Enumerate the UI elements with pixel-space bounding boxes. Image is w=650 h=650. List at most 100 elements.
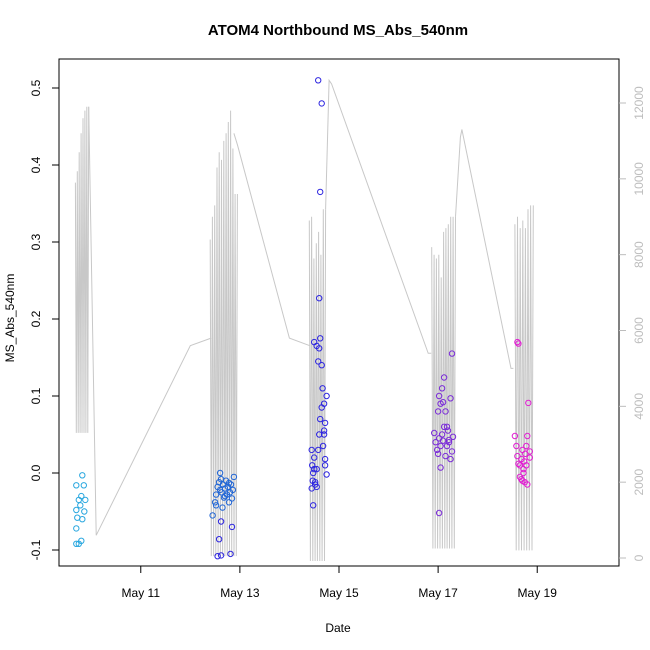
data-point	[443, 423, 451, 430]
scatter-layer	[73, 77, 533, 560]
y2-tick-label: 8000	[632, 241, 646, 268]
data-point	[440, 374, 448, 381]
data-point	[321, 455, 329, 463]
y2-tick-label: 10000	[632, 162, 646, 196]
data-point	[448, 350, 456, 357]
data-point	[313, 465, 320, 473]
data-point	[431, 429, 438, 437]
data-point	[221, 492, 229, 500]
x-tick-label: May 17	[418, 586, 458, 600]
data-point	[514, 338, 521, 346]
data-point	[81, 508, 88, 515]
data-point	[308, 446, 315, 454]
data-point	[215, 536, 223, 543]
data-point	[516, 462, 524, 469]
data-point	[212, 502, 220, 509]
y-axis-label: MS_Abs_540nm	[3, 274, 17, 363]
data-point	[433, 446, 441, 454]
data-point	[515, 460, 522, 467]
data-point	[316, 345, 323, 352]
data-point	[225, 499, 233, 506]
data-point	[309, 462, 316, 469]
data-point	[209, 512, 216, 519]
data-point	[432, 439, 439, 446]
secondary-line-layer	[74, 78, 534, 562]
data-point	[219, 504, 226, 511]
secondary-line-trace	[233, 133, 310, 347]
data-point	[434, 408, 442, 415]
data-point	[318, 100, 325, 107]
data-point	[439, 437, 447, 444]
data-point	[524, 432, 531, 440]
data-point	[320, 400, 328, 407]
y-tick-label: 0.1	[29, 387, 43, 404]
data-point	[211, 499, 219, 506]
data-point	[434, 450, 442, 457]
y2-tick-label: 2000	[632, 468, 646, 495]
y2-tick-label: 0	[632, 554, 646, 561]
y-tick-label: 0.0	[29, 464, 43, 481]
data-point	[317, 415, 324, 423]
x-axis-label: Date	[325, 621, 351, 635]
secondary-line-trace	[88, 106, 212, 536]
data-point	[442, 452, 449, 460]
data-point	[216, 469, 224, 477]
data-point	[313, 483, 320, 491]
secondary-line-trace	[455, 129, 514, 369]
data-point	[526, 448, 533, 455]
data-point	[217, 518, 225, 525]
chart-title: ATOM4 Northbound MS_Abs_540nm	[208, 22, 468, 39]
data-point	[315, 446, 322, 454]
data-point	[511, 432, 519, 440]
data-point	[449, 433, 457, 440]
data-point	[80, 482, 88, 489]
data-point	[212, 491, 220, 498]
data-point	[227, 550, 234, 558]
secondary-line-segment	[431, 216, 456, 549]
secondary-line-segment	[308, 209, 327, 562]
data-point	[228, 495, 236, 502]
data-point	[82, 496, 89, 504]
data-point	[319, 442, 327, 450]
data-point	[78, 537, 85, 544]
data-point	[230, 473, 238, 481]
data-point	[229, 486, 237, 494]
y-axis-left: -0.1 0.0 0.1 0.2 0.3 0.4 0.5	[29, 79, 59, 560]
data-point	[321, 419, 329, 427]
data-point	[435, 509, 443, 517]
data-point	[319, 385, 326, 392]
data-point	[318, 362, 325, 369]
x-tick-label: May 13	[220, 586, 260, 600]
data-point	[437, 442, 444, 450]
x-axis: May 11 May 13 May 15 May 17 May 19	[122, 566, 558, 600]
data-point	[448, 448, 456, 455]
data-point	[523, 462, 530, 469]
data-point	[515, 340, 522, 347]
data-point	[77, 502, 84, 509]
data-point	[217, 552, 225, 559]
data-point	[323, 392, 330, 400]
data-point	[315, 358, 322, 365]
data-point	[225, 479, 233, 487]
data-point	[311, 454, 318, 461]
y-tick-label: 0.5	[29, 79, 43, 96]
data-point	[310, 469, 317, 477]
data-point	[523, 442, 530, 450]
y2-tick-label: 12000	[632, 86, 646, 120]
data-point	[525, 399, 532, 407]
data-point	[447, 455, 454, 463]
y2-tick-label: 4000	[632, 393, 646, 420]
data-point	[526, 454, 533, 461]
data-point	[320, 427, 328, 434]
secondary-line-segment	[514, 205, 534, 551]
y-tick-label: 0.3	[29, 233, 43, 250]
data-point	[440, 423, 448, 430]
x-tick-label: May 19	[518, 586, 558, 600]
data-point	[311, 465, 318, 473]
data-point	[73, 506, 80, 514]
data-point	[320, 431, 328, 438]
data-point	[438, 385, 446, 392]
data-point	[443, 442, 451, 450]
data-point	[323, 471, 330, 478]
